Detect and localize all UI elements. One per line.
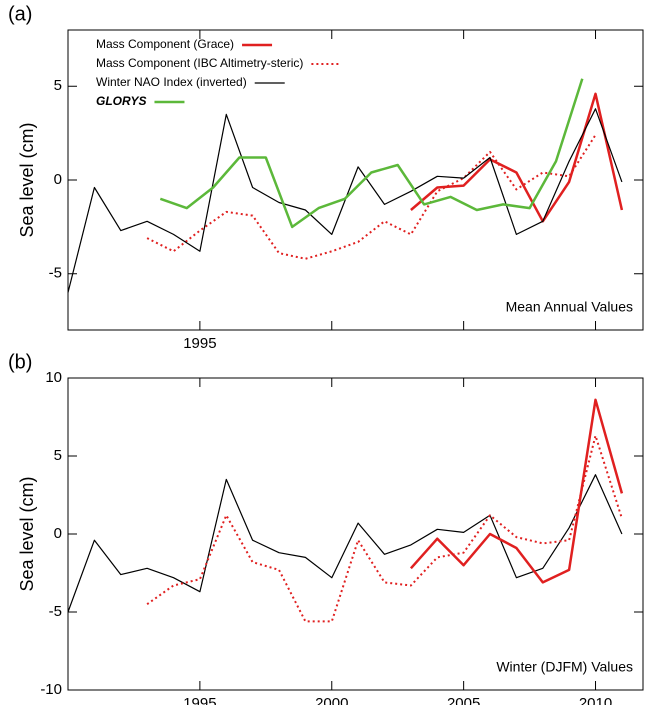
data-line: [159, 78, 584, 229]
data-line: [67, 474, 623, 613]
y-tick-label: -5: [49, 265, 62, 282]
y-tick-label: 5: [54, 447, 62, 464]
data-line: [410, 92, 624, 223]
plot-frame: [67, 29, 644, 331]
annotation: Mean Annual Values: [506, 299, 633, 315]
legend-label: Mass Component (IBC Altimetry-steric): [96, 56, 303, 70]
y-tick-label: 5: [54, 77, 62, 94]
x-tick-label: 2005: [447, 695, 480, 705]
y-tick-label: 10: [45, 369, 62, 386]
legend-label: Winter NAO Index (inverted): [96, 75, 247, 89]
legend-label: GLORYS: [96, 94, 146, 108]
x-tick-label: 2010: [579, 695, 612, 705]
y-tick-label: 0: [54, 171, 62, 188]
y-axis-label: Sea level (cm): [17, 476, 37, 591]
annotation: Winter (DJFM) Values: [496, 659, 633, 675]
data-line: [67, 108, 623, 293]
data-line: [409, 398, 624, 584]
y-axis-label: Sea level (cm): [17, 122, 37, 237]
legend-label: Mass Component (Grace): [96, 37, 234, 51]
panel-label: (a): [8, 3, 32, 25]
x-tick-label: 2000: [315, 695, 348, 705]
plot-frame: [67, 377, 644, 691]
y-tick-label: -10: [40, 681, 62, 698]
data-line: [146, 134, 597, 260]
y-tick-label: 0: [54, 525, 62, 542]
y-tick-label: -5: [49, 603, 62, 620]
x-tick-label: 1995: [183, 335, 216, 352]
x-tick-label: 1995: [183, 695, 216, 705]
panel-label: (b): [8, 351, 32, 373]
data-line: [146, 434, 623, 623]
